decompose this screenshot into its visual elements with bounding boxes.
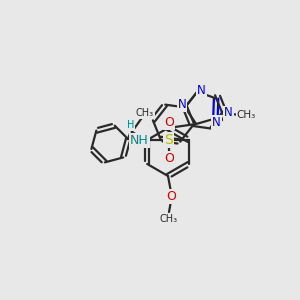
Text: O: O xyxy=(166,190,176,202)
Text: N: N xyxy=(197,84,206,97)
Text: N: N xyxy=(212,116,221,129)
Text: O: O xyxy=(164,152,174,164)
Text: N: N xyxy=(178,98,186,111)
Text: S: S xyxy=(164,133,173,147)
Text: CH₃: CH₃ xyxy=(136,108,154,118)
Text: H: H xyxy=(127,120,134,130)
Text: O: O xyxy=(164,116,174,128)
Text: N: N xyxy=(224,106,233,119)
Text: NH: NH xyxy=(130,134,149,146)
Text: CH₃: CH₃ xyxy=(237,110,256,121)
Text: CH₃: CH₃ xyxy=(160,214,178,224)
